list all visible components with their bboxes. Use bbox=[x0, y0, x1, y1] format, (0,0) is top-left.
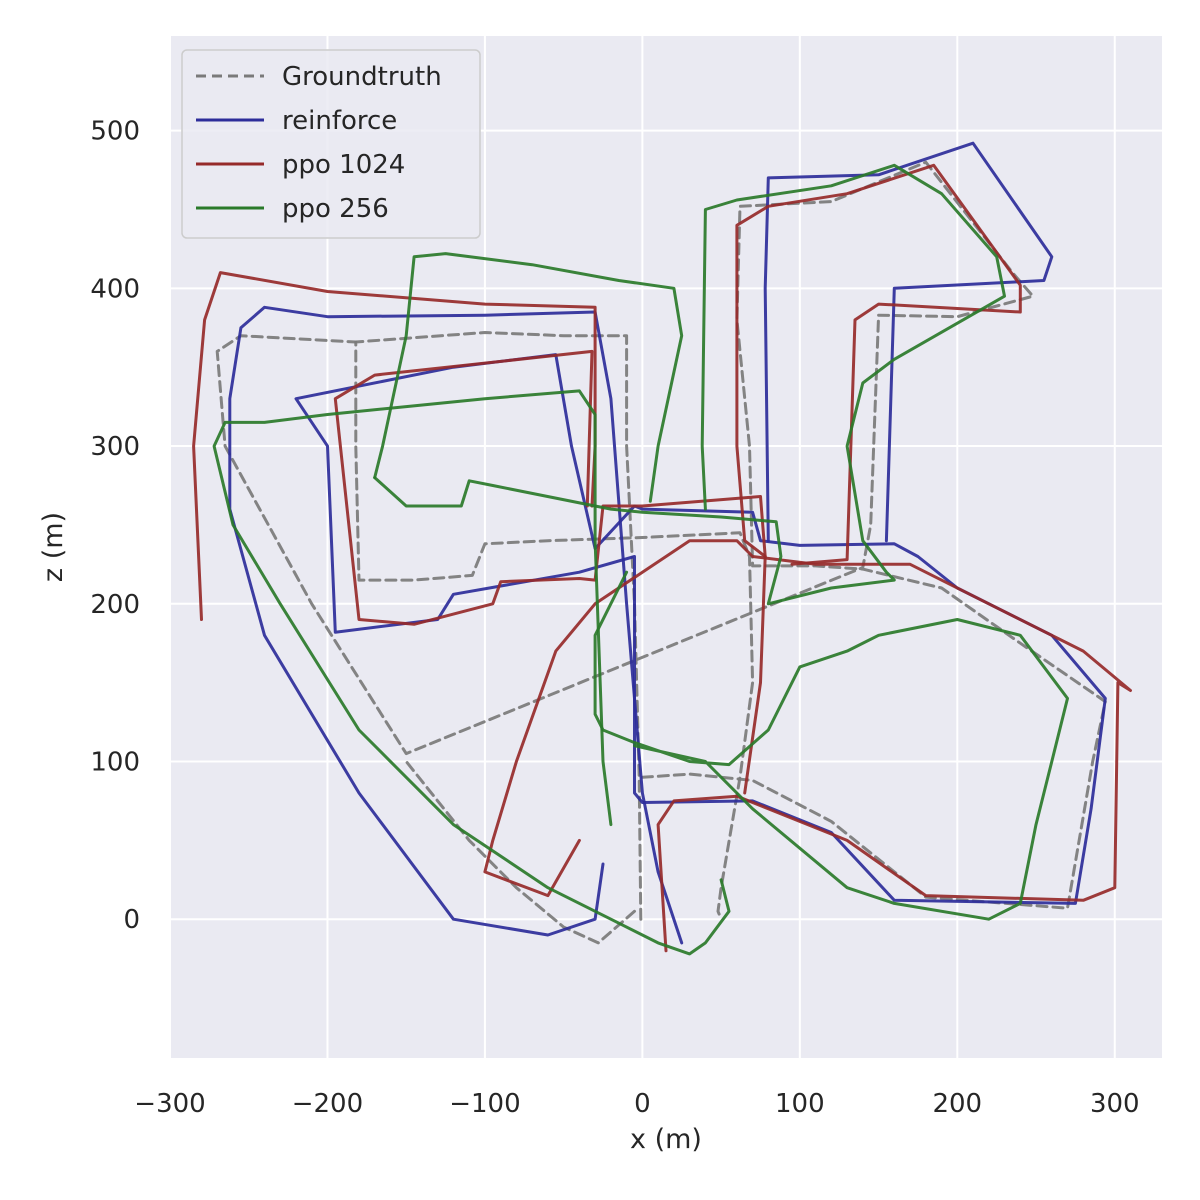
x-tick-label: 0 bbox=[634, 1089, 651, 1119]
series-line-ppo-256 bbox=[373, 252, 684, 503]
legend: Groundtruth reinforce ppo 1024 ppo 256 bbox=[181, 49, 481, 239]
series-line-ppo-256 bbox=[593, 570, 1069, 921]
series-line-ppo-1024 bbox=[735, 163, 1022, 566]
series-line-ppo-256 bbox=[373, 163, 1006, 606]
legend-label: ppo 1024 bbox=[282, 150, 405, 180]
legend-label: reinforce bbox=[282, 106, 397, 136]
y-tick-label: 100 bbox=[90, 747, 140, 777]
series-line-ppo-256 bbox=[212, 389, 731, 956]
y-tick-label: 300 bbox=[90, 432, 140, 462]
x-tick-label: −200 bbox=[292, 1089, 363, 1119]
x-axis-label: x (m) bbox=[630, 1124, 702, 1155]
tick-labels: −300 −200 −100 0 100 200 300 0 100 200 300 400 500 bbox=[90, 117, 1139, 1119]
y-axis-label: z (m) bbox=[38, 512, 69, 582]
series-line-reinforce bbox=[763, 141, 1054, 543]
series-line-ppo-1024 bbox=[483, 539, 1132, 953]
y-tick-label: 200 bbox=[90, 590, 140, 620]
x-tick-label: 100 bbox=[775, 1089, 825, 1119]
x-tick-label: 300 bbox=[1090, 1089, 1140, 1119]
legend-label: ppo 256 bbox=[282, 194, 389, 224]
series-layer bbox=[192, 141, 1132, 956]
y-tick-label: 400 bbox=[90, 274, 140, 304]
x-tick-label: −300 bbox=[134, 1089, 205, 1119]
x-tick-label: −100 bbox=[449, 1089, 520, 1119]
series-line-groundtruth bbox=[215, 160, 1107, 910]
series-line-groundtruth bbox=[354, 331, 755, 921]
y-tick-label: 0 bbox=[123, 905, 140, 935]
series-line-ppo-1024 bbox=[333, 349, 767, 795]
x-tick-label: 200 bbox=[932, 1089, 982, 1119]
series-line-reinforce bbox=[228, 305, 684, 945]
legend-label: Groundtruth bbox=[282, 62, 442, 92]
legend-box bbox=[181, 49, 481, 239]
series-line-ppo-1024 bbox=[192, 271, 597, 621]
y-tick-label: 500 bbox=[90, 117, 140, 147]
